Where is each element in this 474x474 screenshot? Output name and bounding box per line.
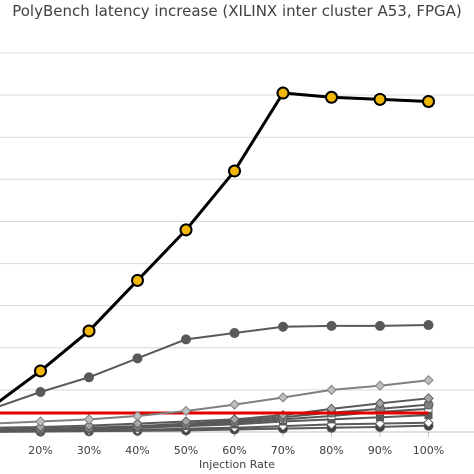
- data-point: [326, 320, 337, 331]
- data-point: [423, 417, 434, 428]
- series-line: [0, 421, 429, 433]
- x-tick-label: 40%: [125, 444, 149, 457]
- data-point: [131, 273, 144, 287]
- series-line: [0, 91, 429, 403]
- data-point: [325, 90, 338, 104]
- data-point: [229, 328, 240, 339]
- data-point: [181, 334, 191, 345]
- data-point: [83, 420, 95, 431]
- x-axis-label: Injection Rate: [199, 458, 275, 471]
- x-tick-label: 90%: [368, 444, 392, 457]
- data-point: [277, 392, 289, 403]
- data-point: [180, 416, 192, 427]
- data-point: [132, 410, 143, 422]
- x-tick-label: 100%: [413, 444, 444, 457]
- data-point: [132, 418, 143, 429]
- x-tick-label: 80%: [319, 444, 343, 457]
- data-point: [229, 399, 240, 410]
- data-point: [423, 320, 434, 331]
- data-point: [276, 86, 290, 100]
- data-point: [228, 164, 241, 178]
- data-point: [423, 375, 434, 386]
- series-group: [0, 86, 435, 437]
- chart-title: PolyBench latency increase (XILINX inter…: [12, 2, 462, 20]
- data-point: [229, 414, 240, 425]
- data-point: [35, 387, 46, 397]
- data-point: [84, 372, 94, 383]
- series-line: [0, 324, 429, 408]
- data-point: [180, 405, 192, 417]
- series-line: [0, 379, 429, 425]
- data-point: [422, 94, 435, 108]
- data-point: [132, 353, 143, 364]
- data-point: [179, 223, 193, 237]
- gridlines: [0, 52, 474, 391]
- x-tick-label: 50%: [174, 444, 198, 457]
- series-1: [0, 86, 435, 403]
- data-point: [82, 324, 96, 338]
- data-point: [326, 384, 337, 396]
- x-tick-labels: 20% 30% 40% 50% 60% 70% 80% 90% 100%: [28, 444, 444, 457]
- series-2: [0, 320, 434, 408]
- x-tick-label: 30%: [77, 444, 101, 457]
- x-tick-label: 70%: [271, 444, 295, 457]
- data-point: [35, 416, 46, 427]
- data-point: [374, 398, 386, 409]
- data-point: [423, 393, 434, 404]
- data-point: [34, 364, 47, 378]
- data-point: [35, 421, 46, 433]
- x-tick-label: 20%: [28, 444, 52, 457]
- data-point: [374, 380, 386, 391]
- data-point: [83, 414, 95, 425]
- series-line: [0, 403, 429, 431]
- data-point: [278, 321, 288, 332]
- x-tick-label: 60%: [222, 444, 246, 457]
- data-point: [375, 320, 385, 331]
- data-point: [374, 418, 386, 429]
- series-line: [0, 397, 429, 429]
- data-point: [373, 92, 387, 106]
- series-3: [0, 375, 434, 427]
